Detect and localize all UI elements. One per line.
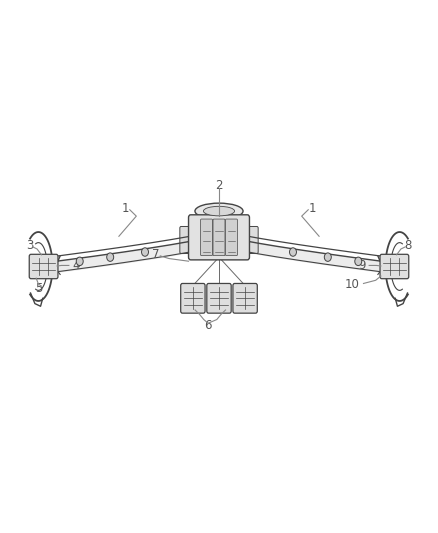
Text: 9: 9 (359, 259, 366, 272)
FancyBboxPatch shape (181, 284, 205, 313)
Circle shape (76, 257, 83, 265)
Circle shape (290, 248, 297, 256)
Ellipse shape (203, 206, 235, 216)
FancyBboxPatch shape (213, 219, 225, 256)
Text: 3: 3 (26, 239, 33, 252)
Circle shape (355, 257, 362, 265)
FancyBboxPatch shape (226, 219, 237, 256)
FancyBboxPatch shape (201, 219, 212, 256)
FancyBboxPatch shape (246, 227, 258, 254)
FancyBboxPatch shape (188, 215, 250, 260)
FancyBboxPatch shape (180, 227, 192, 254)
Text: 6: 6 (205, 319, 212, 333)
Text: 8: 8 (405, 239, 412, 252)
Ellipse shape (195, 203, 243, 219)
Text: 2: 2 (215, 180, 223, 192)
Circle shape (107, 253, 114, 261)
Circle shape (141, 248, 148, 256)
FancyBboxPatch shape (29, 254, 58, 279)
Text: 1: 1 (309, 201, 316, 215)
Text: 4: 4 (72, 259, 79, 272)
FancyBboxPatch shape (380, 254, 409, 279)
Text: 10: 10 (344, 278, 359, 291)
Text: 7: 7 (152, 248, 159, 261)
FancyBboxPatch shape (207, 284, 231, 313)
Text: 5: 5 (35, 282, 42, 295)
Text: 1: 1 (122, 201, 129, 215)
Circle shape (324, 253, 331, 261)
FancyBboxPatch shape (233, 284, 257, 313)
